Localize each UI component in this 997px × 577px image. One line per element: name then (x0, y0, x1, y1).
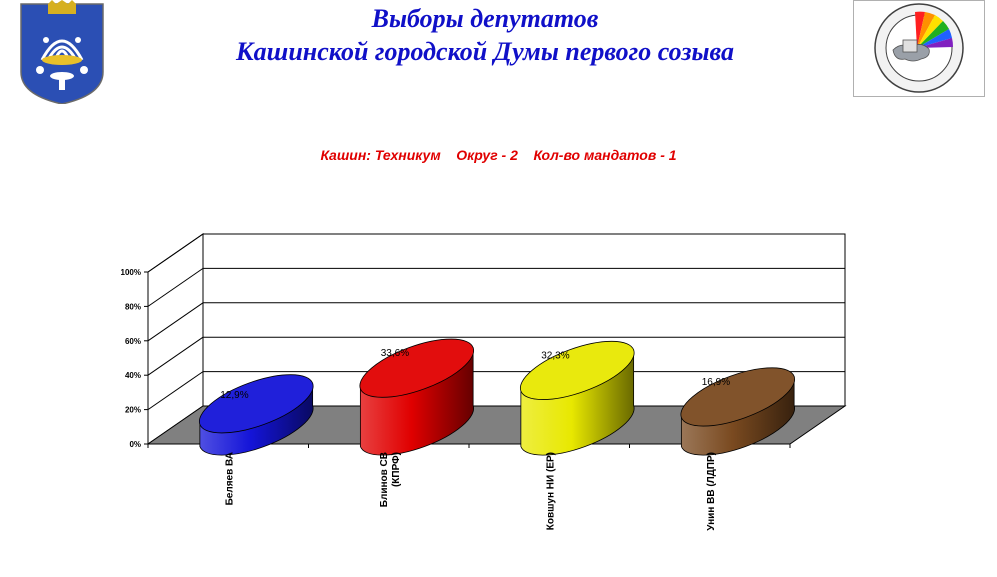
gridline-side (147, 233, 204, 273)
gridline-side (147, 371, 204, 411)
data-label: 32,3% (541, 350, 569, 361)
central-election-commission-emblem-icon (853, 0, 985, 97)
kashin-coat-of-arms-icon (20, 0, 104, 104)
x-category-label: (КПРФ) (391, 452, 402, 487)
y-tick-label: 0% (129, 440, 141, 449)
x-category-label: Унин ВВ (ЛДПР) (706, 452, 717, 531)
data-label: 33,6% (381, 348, 409, 359)
y-tick-label: 80% (125, 302, 141, 311)
page-title: Выборы депутатов Кашинской городской Дум… (120, 2, 850, 68)
bar-2 (359, 338, 475, 456)
bar-1 (198, 374, 314, 456)
title-line-1: Выборы депутатов (371, 4, 599, 33)
title-line-2: Кашинской городской Думы первого созыва (236, 37, 734, 66)
bar-4 (680, 367, 796, 456)
chart-subtitle: Кашин: Техникум Округ - 2 Кол-во мандато… (320, 147, 677, 163)
gridline-side (147, 267, 204, 307)
bar-top (198, 374, 314, 434)
bar-top (359, 338, 475, 398)
x-category-label: Беляев ВА (224, 452, 235, 505)
y-tick-label: 60% (125, 337, 141, 346)
data-label: 16,9% (702, 377, 730, 388)
x-category-label: Блинов СВ (379, 452, 390, 507)
bar-top (519, 340, 635, 400)
x-category-label: Ковшун НИ (ЕР) (545, 452, 556, 530)
y-tick-label: 20% (125, 406, 141, 415)
y-tick-label: 100% (121, 268, 141, 277)
bar-top (680, 367, 796, 427)
gridline-side (147, 336, 204, 376)
y-tick-label: 40% (125, 371, 141, 380)
gridline-side (147, 302, 204, 342)
data-label: 12,9% (220, 390, 248, 401)
bar-3 (519, 340, 635, 456)
